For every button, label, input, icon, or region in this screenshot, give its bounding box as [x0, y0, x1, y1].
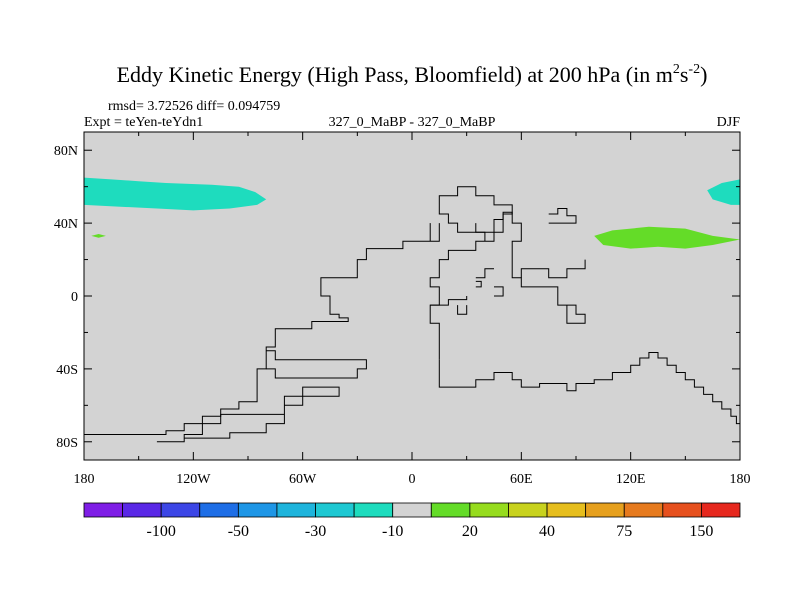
coastline-segment	[266, 350, 367, 379]
coastline-segment	[475, 211, 586, 324]
colorbar-label: -100	[147, 523, 176, 540]
colorbar-swatch	[623, 502, 664, 518]
colorbar-swatch	[83, 502, 123, 518]
colorbar-label: 20	[462, 523, 478, 540]
plot-title: Eddy Kinetic Energy (High Pass, Bloomfie…	[117, 62, 708, 87]
coastline-segment	[457, 305, 468, 315]
coastline-segment	[548, 208, 577, 224]
colorbar-swatch	[160, 502, 201, 518]
colorbar-swatch	[237, 502, 278, 518]
colorbar-swatch	[701, 502, 741, 518]
colorbar-swatch	[392, 502, 432, 518]
expt-label: Expt = teYen-teYdn1	[84, 115, 203, 130]
anomaly-fields	[84, 177, 740, 249]
lon-tick-label: 180	[730, 472, 751, 487]
colorbar: -100 -50 -30 -10 20 40 75 150	[83, 502, 741, 540]
colorbar-label: 150	[689, 523, 713, 540]
colorbar-label: -30	[305, 523, 326, 540]
colorbar-swatch	[199, 502, 239, 518]
coastline-segment	[429, 186, 513, 360]
coastline-segment	[438, 352, 741, 442]
lon-tick-label: 120E	[616, 472, 646, 487]
lon-tick-label: 60W	[289, 472, 317, 487]
lat-tick-label: 0	[71, 290, 78, 305]
field-north-pacific-negative	[84, 177, 267, 211]
lat-tick-label: 40S	[56, 363, 78, 378]
colorbar-label: 75	[616, 523, 632, 540]
field-small-positive-spot	[91, 234, 106, 238]
colorbar-swatch	[353, 502, 394, 518]
colorbar-swatch	[122, 502, 162, 518]
colorbar-swatch	[430, 502, 471, 518]
coastline-segment	[84, 223, 440, 435]
coastline-segment	[475, 268, 494, 279]
colorbar-label: -50	[228, 523, 249, 540]
lat-tick-label: 80N	[54, 144, 78, 159]
coastline-segment	[475, 280, 482, 288]
colorbar-label: 40	[539, 523, 555, 540]
colorbar-swatch	[585, 502, 625, 518]
stats-label: rmsd= 3.72526 diff= 0.094759	[108, 99, 280, 114]
lon-tick-label: 0	[409, 472, 416, 487]
coastlines	[84, 186, 741, 443]
colorbar-swatch	[508, 502, 548, 518]
colorbar-swatch	[315, 502, 355, 518]
colorbar-swatch	[546, 502, 587, 518]
colorbar-swatch	[469, 502, 509, 518]
colorbar-swatch	[276, 502, 316, 518]
field-east-edge-negative	[707, 179, 740, 205]
axis-ticks: 80N 40N 0 40S 80S 180 120W 60W 0 60E 120E 180	[54, 132, 751, 487]
coastline-segment	[156, 386, 340, 443]
lon-tick-label: 180	[74, 472, 95, 487]
map: 80N 40N 0 40S 80S 180 120W 60W 0 60E 120E 180	[54, 131, 751, 487]
coastline-segment	[430, 296, 468, 306]
lat-tick-label: 80S	[56, 436, 78, 451]
colorbar-label: -10	[382, 523, 403, 540]
lat-tick-label: 40N	[54, 217, 78, 232]
coastline-segment	[520, 259, 586, 279]
lon-tick-label: 60E	[510, 472, 533, 487]
season-label: DJF	[717, 115, 741, 130]
lon-tick-label: 120W	[176, 472, 211, 487]
case-label: 327_0_MaBP - 327_0_MaBP	[329, 115, 496, 130]
map-background	[84, 132, 740, 460]
coastline-segment	[494, 286, 504, 297]
colorbar-swatch	[662, 502, 702, 518]
field-west-pacific-positive	[594, 226, 740, 249]
